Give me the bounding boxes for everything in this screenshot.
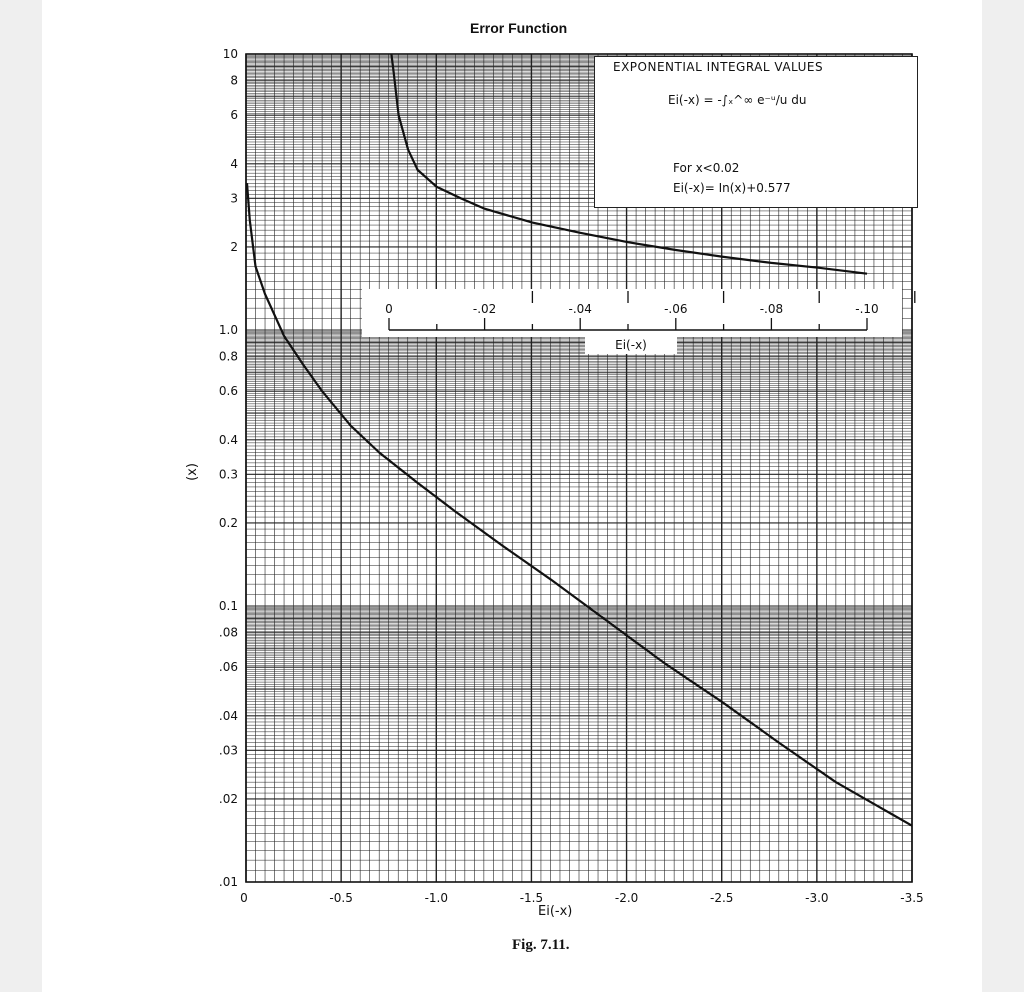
tick-labels: 10 8 6 4 3 2 1.0 0.8 0.6 0.4 0.3 0.2 0.1 .08 .06 .04 .03… <box>219 47 924 905</box>
y-tick-label: 2 <box>230 240 238 254</box>
x-tick-label: -3.5 <box>900 891 923 905</box>
y-tick-label: 0.8 <box>219 350 238 364</box>
y-tick-label: 4 <box>230 157 238 171</box>
legend-formula: Ei(-x) = -∫ₓ^∞ e⁻ᵘ/u du <box>668 93 807 107</box>
x-tick-label: -2.5 <box>710 891 733 905</box>
x-tick-label: -3.0 <box>805 891 828 905</box>
inset-series-curve <box>390 53 868 275</box>
legend-box: EXPONENTIAL INTEGRAL VALUES Ei(-x) = -∫ₓ… <box>594 56 918 208</box>
y-tick-label: .06 <box>219 660 238 674</box>
inset-axis: 0 -.02 -.04 -.06 -.08 -.10 <box>362 289 916 337</box>
inset-x-axis-label: Ei(-x) <box>585 337 677 354</box>
x-axis-label: Ei(-x) <box>538 904 573 919</box>
x-tick-label: -1.5 <box>520 891 543 905</box>
y-tick-label: 0.2 <box>219 516 238 530</box>
x-tick-label: -1.0 <box>425 891 448 905</box>
y-axis-label: (x) <box>185 463 200 481</box>
y-tick-label: 10 <box>223 47 238 61</box>
x-tick-label: -2.0 <box>615 891 638 905</box>
y-tick-label: 3 <box>230 191 238 205</box>
chart-title: Error Function <box>470 20 568 36</box>
y-tick-label: .01 <box>219 875 238 889</box>
inset-x-tick-label: -.04 <box>568 302 591 316</box>
y-tick-label: 0.4 <box>219 433 238 447</box>
y-tick-label: 1.0 <box>219 323 238 337</box>
inset-axis-background <box>362 289 902 337</box>
y-tick-label: 0.1 <box>219 599 238 613</box>
legend-approximation: Ei(-x)= In(x)+0.577 <box>673 181 791 195</box>
grid <box>245 53 913 883</box>
y-tick-label: 6 <box>230 108 238 122</box>
y-tick-label: .03 <box>219 743 238 757</box>
y-tick-label: 8 <box>230 74 238 88</box>
plot-frame <box>245 53 913 883</box>
inset-x-tick-label: 0 <box>385 302 393 316</box>
y-tick-label: .08 <box>219 626 238 640</box>
inset-x-tick-label: -.08 <box>760 302 783 316</box>
curves <box>245 53 913 827</box>
y-tick-label: .02 <box>219 792 238 806</box>
y-tick-label: .04 <box>219 709 238 723</box>
x-tick-label: 0 <box>240 891 248 905</box>
legend-title: EXPONENTIAL INTEGRAL VALUES <box>613 60 824 74</box>
main-series-curve <box>245 183 913 827</box>
figure-caption: Fig. 7.11. <box>512 937 570 953</box>
x-tick-label: -0.5 <box>329 891 352 905</box>
legend-condition: For x<0.02 <box>673 161 740 175</box>
y-tick-label: 0.3 <box>219 467 238 481</box>
inset-x-tick-label: -.02 <box>473 302 496 316</box>
y-tick-label: 0.6 <box>219 384 238 398</box>
inset-x-tick-label: -.10 <box>855 302 878 316</box>
inset-x-tick-label: -.06 <box>664 302 687 316</box>
